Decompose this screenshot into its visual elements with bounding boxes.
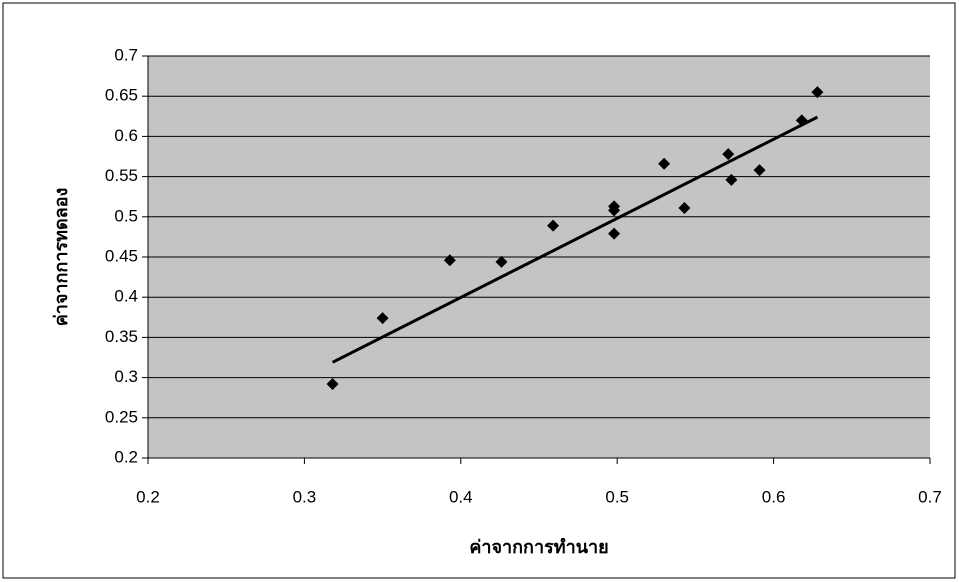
data-point xyxy=(608,204,621,217)
trendline xyxy=(331,115,819,364)
y-tick-label: 0.4 xyxy=(114,287,138,306)
data-point xyxy=(795,114,808,127)
y-tick-label: 0.5 xyxy=(114,206,138,225)
data-point xyxy=(722,148,735,161)
x-tick-label: 0.2 xyxy=(136,487,160,506)
y-tick-label: 0.65 xyxy=(105,86,138,105)
y-tick-label: 0.6 xyxy=(114,126,138,145)
data-point xyxy=(608,227,621,240)
x-tick-label: 0.3 xyxy=(293,487,317,506)
data-point xyxy=(811,86,824,99)
data-point xyxy=(326,378,339,391)
x-tick-label: 0.5 xyxy=(605,487,629,506)
data-point xyxy=(495,255,508,268)
y-tick-label: 0.2 xyxy=(114,447,138,466)
data-point xyxy=(753,164,766,177)
y-tick-label: 0.55 xyxy=(105,166,138,185)
data-point xyxy=(443,254,456,267)
x-tick-label: 0.6 xyxy=(762,487,786,506)
data-point xyxy=(678,201,691,214)
x-tick-label: 0.4 xyxy=(449,487,473,506)
y-tick-label: 0.35 xyxy=(105,327,138,346)
y-tick-label: 0.3 xyxy=(114,367,138,386)
x-axis-title: ค่าจากการทำนาย xyxy=(469,537,608,558)
data-point xyxy=(658,157,671,170)
y-axis-title: ค่าจากการทดลอง xyxy=(51,188,72,327)
data-point xyxy=(376,312,389,325)
x-tick-label: 0.7 xyxy=(918,487,942,506)
y-tick-label: 0.45 xyxy=(105,246,138,265)
y-tick-label: 0.25 xyxy=(105,407,138,426)
data-point xyxy=(547,219,560,232)
data-point xyxy=(725,173,738,186)
y-tick-label: 0.7 xyxy=(114,45,138,64)
